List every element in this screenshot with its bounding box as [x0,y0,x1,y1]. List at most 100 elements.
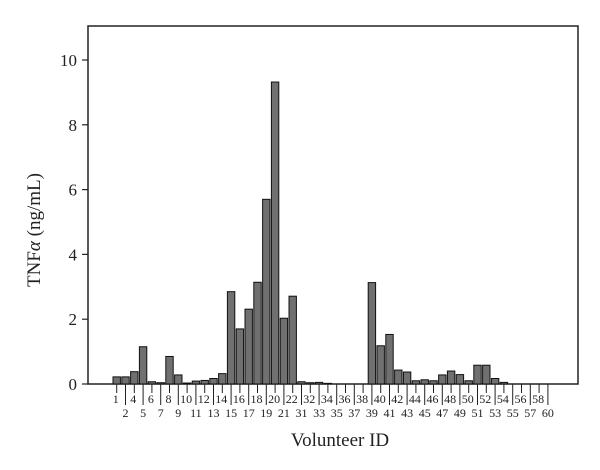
bar-volunteer-44 [411,380,421,385]
bar-volunteer-47 [438,374,447,385]
x-tick-label: 54 [497,392,509,406]
x-tick-label: 56 [515,392,527,406]
x-tick-label: 20 [268,392,280,406]
x-tick-label: 10 [180,392,192,406]
bar-volunteer-8 [165,355,174,385]
x-tick-label: 22 [286,392,298,406]
x-tick-label: 38 [356,392,368,406]
x-tick-label: 45 [419,406,431,420]
x-tick-label: 48 [444,392,456,406]
x-tick-label: 37 [348,406,360,420]
x-tick-label: 17 [243,406,255,420]
x-tick-label: 51 [472,406,484,420]
y-tick-label: 8 [69,116,78,135]
x-axis: 1245678910111213141516171819202122313233… [113,384,554,420]
bar-volunteer-22 [288,295,297,385]
bar-volunteer-32 [306,382,315,385]
bar-volunteer-12 [200,379,209,385]
x-tick-label: 9 [175,406,181,420]
bar-volunteer-9 [174,374,183,385]
x-tick-label: 15 [225,406,237,420]
bar-volunteer-33 [314,381,324,385]
bar-volunteer-14 [218,373,227,385]
x-tick-label: 14 [215,392,227,406]
x-tick-label: 31 [296,406,308,420]
x-tick-label: 53 [489,406,501,420]
x-tick-label: 6 [148,392,154,406]
x-tick-label: 40 [374,392,386,406]
bar-volunteer-48 [446,370,456,385]
x-tick-label: 47 [436,406,448,420]
x-tick-label: 21 [278,406,290,420]
x-tick-label: 8 [166,392,172,406]
bar-volunteer-54 [499,381,509,385]
x-tick-label: 58 [532,392,544,406]
x-tick-label: 46 [427,392,439,406]
x-tick-label: 39 [366,406,378,420]
bar-volunteer-1 [112,376,121,385]
bar-volunteer-7 [156,382,165,385]
x-tick-label: 43 [401,406,413,420]
bar-volunteer-21 [279,317,289,385]
bar-volunteer-4 [130,371,139,385]
bar-volunteer-49 [455,374,465,385]
x-tick-label: 1 [113,392,119,406]
bar-volunteer-11 [191,380,201,385]
bar-volunteer-15 [226,291,236,385]
x-tick-label: 11 [190,406,202,420]
x-tick-label: 12 [198,392,210,406]
bar-volunteer-39 [367,282,377,385]
x-tick-label: 41 [384,406,396,420]
y-tick-label: 4 [69,245,78,264]
y-axis-title: TNFα (ng/mL) [24,173,45,287]
x-tick-label: 35 [331,406,343,420]
plot-frame [87,25,579,385]
bar-volunteer-31 [297,381,306,385]
x-tick-label: 55 [507,406,519,420]
bar-volunteer-42 [394,369,403,385]
x-tick-label: 32 [303,392,315,406]
y-tick-label: 10 [60,51,77,70]
bar-volunteer-13 [209,377,218,385]
x-tick-label: 16 [233,392,245,406]
y-tick-label: 0 [69,375,78,394]
bars [112,81,509,385]
bar-volunteer-17 [244,308,253,385]
bar-volunteer-45 [420,379,429,385]
bar-volunteer-51 [473,364,482,385]
bar-volunteer-50 [464,380,473,385]
x-tick-label: 52 [479,392,491,406]
x-tick-label: 18 [251,392,263,406]
y-tick-label: 6 [69,181,78,200]
y-tick-label: 2 [69,310,78,329]
bar-volunteer-52 [482,364,491,385]
x-tick-label: 60 [542,406,554,420]
bar-volunteer-6 [147,381,157,385]
bar-volunteer-46 [429,380,438,385]
x-tick-label: 49 [454,406,466,420]
bar-volunteer-16 [235,328,245,385]
bar-volunteer-19 [262,198,271,385]
bar-volunteer-43 [402,371,412,385]
bar-volunteer-53 [490,377,500,385]
bar-volunteer-34 [323,382,333,385]
bar-volunteer-20 [270,81,280,385]
x-tick-label: 44 [409,392,421,406]
bar-volunteer-40 [376,345,385,385]
bar-volunteer-2 [121,376,130,385]
x-tick-label: 7 [158,406,164,420]
x-tick-label: 50 [462,392,474,406]
x-tick-label: 42 [391,392,403,406]
x-tick-label: 4 [130,392,136,406]
x-tick-label: 57 [524,406,536,420]
x-tick-label: 5 [140,406,146,420]
x-tick-label: 2 [123,406,129,420]
x-tick-label: 33 [313,406,325,420]
bar-volunteer-10 [182,382,192,385]
bar-volunteer-18 [253,281,262,385]
x-tick-label: 36 [339,392,351,406]
x-tick-label: 13 [208,406,220,420]
bar-volunteer-5 [138,346,148,385]
x-tick-label: 19 [260,406,272,420]
